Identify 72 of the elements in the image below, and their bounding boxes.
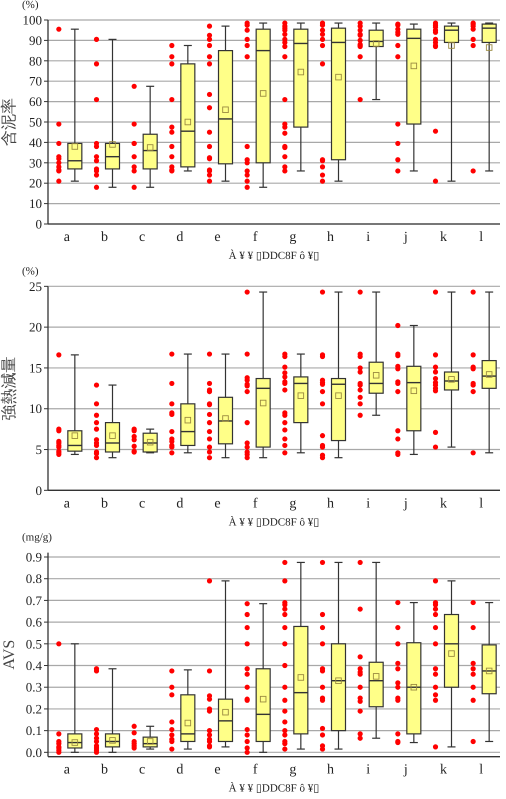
x-tick-label: i	[366, 230, 370, 245]
x-tick-label: d	[176, 762, 184, 778]
text: (%)	[22, 265, 39, 278]
x-tick-label: b	[101, 230, 108, 245]
x-axis-title: À ¥ ¥ ▯DDC8F ô ¥▯	[228, 515, 320, 528]
y-tick-label: 0.9	[26, 550, 42, 565]
y-tick-label: 0.6	[26, 614, 42, 630]
x-tick-label: j	[402, 496, 408, 512]
x-tick-label: d	[176, 496, 184, 512]
y-tick-label: 0.5	[26, 636, 42, 652]
y-tick-label: 20	[29, 320, 42, 335]
y-tick-label: 0	[36, 482, 42, 498]
text: (%)	[22, 0, 39, 11]
x-tick-label: e	[214, 762, 221, 778]
y-tick-label: 0.8	[26, 571, 42, 586]
y-tick-label: 100	[22, 12, 42, 28]
y-tick-label: 0.2	[26, 701, 42, 716]
x-axis-title: À ¥ ¥ ▯DDC8F ô ¥▯	[228, 249, 320, 262]
y-axis-title: 強熱減量	[0, 356, 18, 420]
x-tick-label: f	[252, 496, 258, 512]
y-tick-label: 0.7	[26, 592, 42, 608]
x-tick-label: k	[440, 762, 447, 778]
y-tick-label: 5	[36, 442, 42, 458]
y-tick-label: 60	[29, 94, 42, 110]
y-tick-label: 70	[29, 74, 42, 89]
x-tick-label: j	[402, 230, 408, 245]
y-tick-label: 0.0	[26, 744, 42, 760]
y-tick-label: 90	[29, 32, 42, 48]
x-axis-title: À ¥ ¥ ▯DDC8F ô ¥▯	[228, 782, 320, 795]
y-tick-label: 30	[29, 155, 42, 170]
x-tick-label: i	[366, 762, 370, 778]
y-tick-label: 40	[29, 134, 42, 150]
text: (mg/g)	[22, 532, 52, 544]
y-tick-label: 0.1	[26, 723, 42, 738]
x-tick-label: c	[139, 230, 146, 245]
y-axis-title: AVS	[1, 640, 18, 670]
x-tick-label: e	[214, 496, 221, 512]
y-tick-label: 80	[29, 53, 42, 68]
x-tick-label: g	[289, 496, 296, 512]
x-tick-label: g	[289, 762, 296, 778]
x-tick-label: j	[402, 762, 408, 778]
y-tick-label: 25	[29, 278, 42, 294]
x-tick-label: e	[214, 230, 221, 245]
y-tick-label: 10	[29, 401, 42, 416]
x-tick-label: b	[101, 762, 108, 778]
x-tick-label: a	[64, 762, 71, 778]
y-tick-label: 10	[29, 196, 42, 212]
y-axis-title: 含泥率	[0, 98, 18, 146]
x-tick-label: f	[252, 762, 258, 778]
x-tick-label: a	[64, 496, 71, 512]
y-tick-label: 0.4	[26, 658, 42, 674]
y-tick-label: 15	[29, 360, 42, 376]
x-tick-label: h	[327, 230, 334, 245]
x-tick-label: l	[479, 230, 484, 245]
x-tick-label: g	[289, 230, 296, 245]
x-tick-label: l	[479, 762, 484, 778]
x-tick-label: b	[101, 496, 108, 512]
x-tick-label: i	[366, 496, 370, 512]
y-tick-label: 0.3	[26, 680, 42, 695]
x-tick-label: c	[139, 762, 146, 778]
x-tick-label: k	[440, 496, 447, 512]
x-tick-label: h	[327, 496, 334, 512]
x-tick-label: c	[139, 496, 146, 512]
y-tick-label: 0	[36, 216, 42, 232]
y-tick-label: 20	[29, 176, 42, 191]
x-tick-label: h	[327, 762, 334, 778]
x-tick-label: k	[440, 230, 447, 245]
y-tick-label: 50	[29, 114, 42, 130]
x-tick-label: d	[176, 230, 184, 245]
x-tick-label: f	[252, 230, 258, 245]
x-tick-label: a	[64, 230, 71, 245]
x-tick-label: l	[479, 496, 484, 512]
